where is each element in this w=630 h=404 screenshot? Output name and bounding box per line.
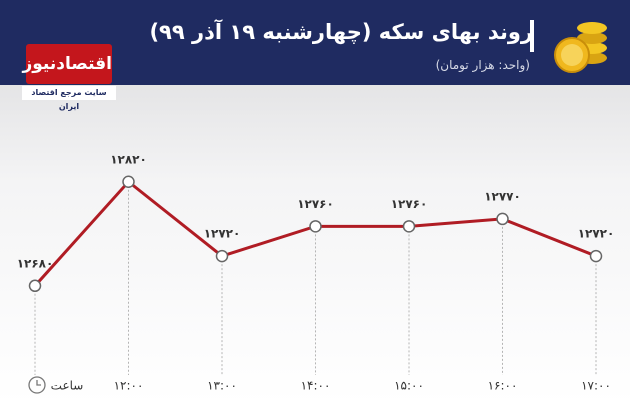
title-bar — [530, 20, 534, 52]
x-tick-label: ۱۷:۰۰ — [581, 379, 611, 393]
x-tick-label: ۱۶:۰۰ — [488, 379, 518, 393]
point — [215, 249, 229, 263]
value-label: ۱۲۷۷۰ — [484, 189, 521, 203]
value-label: ۱۲۷۶۰ — [391, 197, 428, 211]
logo: اقتصادنیوز — [22, 44, 112, 84]
x-axis-label: ساعت — [51, 379, 84, 393]
x-tick-label: ۱۴:۰۰ — [301, 379, 331, 393]
x-tick-label: ۱۵:۰۰ — [394, 379, 424, 393]
value-label: ۱۲۸۲۰ — [110, 152, 147, 166]
x-tick-label: ۱۳:۰۰ — [207, 379, 237, 393]
point — [309, 220, 322, 233]
point — [402, 220, 416, 233]
point — [122, 175, 135, 189]
chart-title: روند بهای سکه (چهارشنبه ۱۹ آذر ۹۹) — [149, 20, 533, 44]
point — [28, 279, 42, 293]
value-label: ۱۲۷۲۰ — [578, 227, 615, 241]
value-label: ۱۲۶۸۰ — [17, 256, 54, 270]
point — [496, 212, 509, 226]
x-tick-label: ۱۲:۰۰ — [114, 379, 144, 393]
value-label: ۱۲۷۶۰ — [297, 197, 334, 211]
point — [589, 249, 603, 263]
value-label: ۱۲۷۲۰ — [204, 227, 241, 241]
chart-subtitle: (واحد: هزار تومان) — [435, 58, 530, 72]
coins-icon — [554, 22, 607, 73]
logo-tagline: سایت مرجع اقتصاد ایران — [22, 86, 116, 111]
clock-icon — [28, 376, 46, 394]
